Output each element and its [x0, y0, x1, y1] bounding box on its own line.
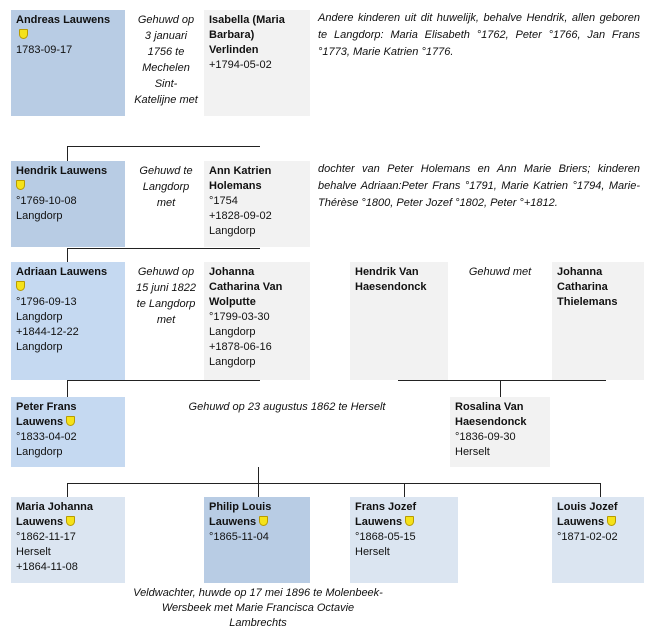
connector-line: [500, 380, 501, 397]
spouse-name: Rosalina Van Haesendonck: [455, 401, 527, 428]
connector-line: [258, 467, 259, 483]
child-louis-jozef-lauwens: Louis Jozef Lauwens °1871-02-02: [552, 497, 644, 583]
birth-place: Langdorp: [16, 311, 63, 323]
family-note: Andere kinderen uit dit huwelijk, behalv…: [318, 12, 640, 58]
spouse-ann-katrien-holemans: Ann Katrien Holemans °1754 +1828-09-02 L…: [204, 161, 310, 247]
person-andreas-lauwens: Andreas Lauwens 1783-09-17: [11, 10, 125, 116]
birth-date: °1799-03-30: [209, 311, 270, 323]
spouse-johanna-van-wolputte: Johanna Catharina Van Wolputte °1799-03-…: [204, 262, 310, 380]
connector-line: [67, 380, 260, 381]
birth-place: Langdorp: [209, 326, 256, 338]
place: Langdorp: [16, 446, 63, 458]
person-hendrik-lauwens: Hendrik Lauwens °1769-10-08 Langdorp: [11, 161, 125, 247]
marriage-text: Gehuwd op 15 juni 1822 te Langdorp met: [136, 266, 196, 326]
coat-of-arms-icon: [405, 516, 415, 526]
place: Herselt: [355, 546, 390, 558]
connector-line: [67, 146, 68, 161]
connector-line: [67, 483, 68, 497]
birth-date: °1796-09-13: [16, 296, 77, 308]
place: Herselt: [16, 546, 51, 558]
marriage-text: Gehuwd op 3 januari 1756 te Mechelen Sin…: [134, 14, 198, 106]
person-name: Philip Louis Lauwens: [209, 501, 272, 528]
death-place: Langdorp: [16, 341, 63, 353]
coat-of-arms-icon: [66, 516, 76, 526]
birth-date: °1769-10-08: [16, 195, 77, 207]
marriage-text: Gehuwd op 23 augustus 1862 te Herselt: [188, 401, 386, 413]
birth-date: 1783-09-17: [16, 44, 73, 56]
coat-of-arms-icon: [66, 416, 76, 426]
person-peter-frans-lauwens: Peter Frans Lauwens °1833-04-02 Langdorp: [11, 397, 125, 467]
death-date: +1878-06-16: [209, 341, 272, 353]
person-name: Adriaan Lauwens: [16, 266, 108, 278]
death-date: +1864-11-08: [16, 561, 78, 573]
place: Langdorp: [209, 225, 256, 237]
spouse-isabella-verlinden: Isabella (Maria Barbara) Verlinden +1794…: [204, 10, 310, 116]
birth-date: °1865-11-04: [209, 531, 269, 543]
birth-date: °1754: [209, 195, 238, 207]
person-adriaan-lauwens: Adriaan Lauwens °1796-09-13 Langdorp +18…: [11, 262, 125, 380]
connector-line: [404, 483, 405, 497]
person-name: Frans Jozef Lauwens: [355, 501, 417, 528]
spouse-name: Ann Katrien Holemans: [209, 165, 272, 192]
birth-date: °1871-02-02: [557, 531, 618, 543]
person-johanna-thielemans: Johanna Catharina Thielemans: [552, 262, 644, 380]
connector-line: [67, 146, 260, 147]
coat-of-arms-icon: [259, 516, 269, 526]
connector-line: [258, 483, 259, 497]
connector-line: [67, 380, 68, 397]
birth-date: °1862-11-17: [16, 531, 76, 543]
place: Herselt: [455, 446, 490, 458]
person-name: Andreas Lauwens: [16, 14, 111, 26]
coat-of-arms-icon: [16, 281, 25, 291]
connector-line: [398, 380, 606, 381]
person-name: Louis Jozef Lauwens: [557, 501, 618, 528]
child-philip-louis-lauwens: Philip Louis Lauwens °1865-11-04: [204, 497, 310, 583]
spouse-rosalina-van-haesendonck: Rosalina Van Haesendonck °1836-09-30 Her…: [450, 397, 550, 467]
connector-line: [67, 248, 68, 262]
family-note: dochter van Peter Holemans en Ann Marie …: [318, 163, 640, 209]
death-date: +1828-09-02: [209, 210, 272, 222]
death-date: +1844-12-22: [16, 326, 79, 338]
birth-date: °1868-05-15: [355, 531, 416, 543]
child-maria-johanna-lauwens: Maria Johanna Lauwens °1862-11-17 Hersel…: [11, 497, 125, 583]
death-date: +1794-05-02: [209, 59, 272, 71]
child-note: Veldwachter, huwde op 17 mei 1896 te Mol…: [133, 587, 383, 629]
place: Langdorp: [16, 210, 63, 222]
spouse-name: Isabella (Maria Barbara) Verlinden: [209, 14, 285, 56]
birth-date: °1836-09-30: [455, 431, 516, 443]
person-name: Peter Frans Lauwens: [16, 401, 77, 428]
marriage-text: Gehuwd te Langdorp met: [139, 165, 193, 209]
connector-line: [67, 248, 260, 249]
connector-line: [600, 483, 601, 497]
coat-of-arms-icon: [19, 29, 28, 39]
connector-line: [67, 483, 601, 484]
spouse-name: Johanna Catharina Van Wolputte: [209, 266, 283, 308]
person-name: Johanna Catharina Thielemans: [557, 266, 618, 308]
marriage-text: Gehuwd met: [468, 266, 532, 278]
person-name: Maria Johanna Lauwens: [16, 501, 94, 528]
coat-of-arms-icon: [607, 516, 617, 526]
death-place: Langdorp: [209, 356, 256, 368]
person-name: Hendrik Van Haesendonck: [355, 266, 427, 293]
coat-of-arms-icon: [16, 180, 25, 190]
person-hendrik-van-haesendonck: Hendrik Van Haesendonck: [350, 262, 448, 380]
birth-date: °1833-04-02: [16, 431, 77, 443]
person-name: Hendrik Lauwens: [16, 165, 108, 177]
child-frans-jozef-lauwens: Frans Jozef Lauwens °1868-05-15 Herselt: [350, 497, 458, 583]
